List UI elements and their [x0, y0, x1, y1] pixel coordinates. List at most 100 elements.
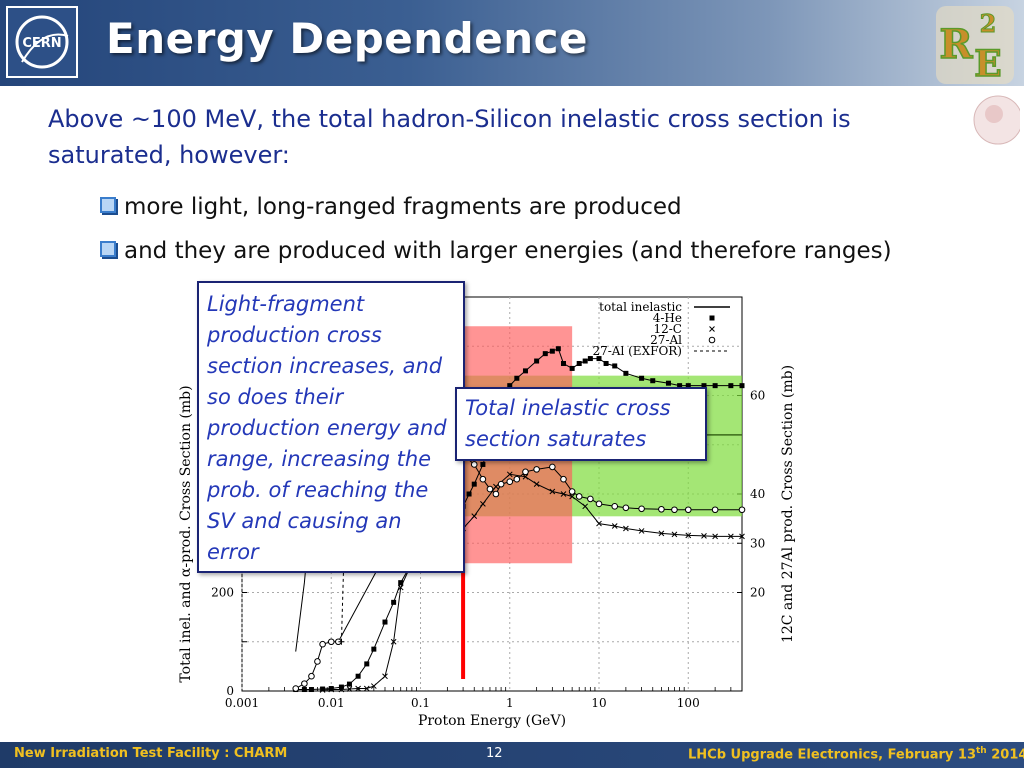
y-tick-label: 0	[226, 684, 234, 698]
x-tick-label: 0.1	[411, 696, 430, 710]
page-number: 12	[486, 746, 503, 761]
series-point	[522, 468, 529, 476]
series-point	[738, 506, 746, 514]
series-point	[308, 687, 314, 693]
series-point	[701, 533, 707, 539]
footer-right-date: LHCb Upgrade Electronics, February 13	[688, 747, 976, 763]
r2e-digit-2: 2	[980, 9, 997, 38]
page-title: Energy Dependence	[106, 14, 588, 63]
title-bar: CERN Energy Dependence	[0, 0, 1024, 86]
series-point	[575, 493, 583, 500]
series-point	[560, 475, 567, 483]
series-point	[364, 661, 370, 667]
series-point	[542, 351, 548, 357]
series-point	[301, 680, 308, 687]
series-point	[470, 461, 478, 468]
x-tick-label: 10	[591, 696, 606, 710]
x-tick-label: 1	[506, 696, 514, 710]
callout-fragment-production: Light-fragment production cross section …	[197, 281, 465, 573]
series-point	[534, 358, 540, 364]
legend-swatch	[709, 315, 715, 321]
legend-label: 4-He	[653, 311, 682, 325]
series-point	[623, 370, 629, 376]
y-right-tick-label: 30	[750, 536, 765, 550]
x-axis-label: Proton Energy (GeV)	[418, 713, 566, 729]
series-point	[507, 383, 513, 389]
series-point	[549, 348, 555, 354]
series-point	[684, 506, 692, 514]
series-point	[466, 491, 472, 497]
series-point	[582, 358, 588, 364]
series-point	[596, 520, 602, 527]
series-point	[549, 488, 556, 495]
y-tick-label: 200	[211, 586, 234, 600]
x-tick-label: 0.01	[318, 696, 345, 710]
series-point	[595, 500, 603, 508]
series-point	[658, 530, 665, 537]
series-point	[480, 500, 486, 507]
series-point	[658, 505, 665, 513]
series-point	[576, 360, 582, 366]
series-point	[533, 481, 540, 488]
series-point	[327, 638, 335, 646]
series-point	[314, 658, 321, 665]
series-point	[486, 485, 494, 493]
series-point	[650, 378, 656, 384]
series-point	[382, 673, 388, 680]
series-point	[533, 466, 540, 473]
bullet-text: and they are produced with larger energi…	[124, 238, 892, 264]
series-point	[301, 687, 307, 693]
series-point	[493, 483, 499, 490]
footer-right-year: 2014	[986, 747, 1024, 763]
cern-logo-graphic: CERN	[15, 15, 69, 69]
y-right-tick-label: 40	[750, 487, 765, 501]
series-point	[639, 375, 645, 381]
bullet-text: more light, long-ranged fragments are pr…	[124, 194, 682, 220]
footer-right: LHCb Upgrade Electronics, February 13th …	[688, 746, 1024, 762]
series-point	[596, 356, 602, 362]
series-point	[638, 528, 645, 534]
series-point	[701, 383, 707, 389]
legend-label: 27-Al (EXFOR)	[592, 344, 682, 358]
bullet-item: and they are produced with larger energi…	[100, 238, 892, 264]
series-point	[480, 461, 486, 467]
series-point	[338, 684, 344, 690]
series-point	[587, 495, 594, 503]
checkbox-bullet-icon	[100, 197, 116, 213]
series-point	[671, 506, 678, 514]
series-point	[612, 363, 618, 369]
series-point	[338, 686, 345, 693]
series-point	[727, 533, 734, 540]
series-point	[513, 475, 521, 483]
series-point	[677, 383, 683, 389]
series-point	[355, 685, 361, 692]
y-right-tick-label: 60	[750, 389, 765, 403]
checkbox-bullet-icon	[100, 241, 116, 257]
series-point	[328, 686, 335, 693]
series-point	[603, 360, 609, 366]
legend-swatch	[708, 336, 716, 344]
series-point	[623, 525, 629, 532]
y-right-axis-label: 12C and 27Al prod. Cross Section (mb)	[780, 365, 796, 643]
series-point	[346, 686, 353, 692]
series-point	[611, 503, 619, 510]
series-point	[390, 638, 397, 645]
series-point	[497, 480, 505, 488]
series-point	[569, 365, 575, 371]
series-point	[319, 687, 326, 693]
bullet-item: more light, long-ranged fragments are pr…	[100, 194, 682, 220]
x-tick-label: 0.001	[225, 696, 259, 710]
series-point	[739, 383, 745, 389]
series-point	[363, 685, 370, 692]
series-point	[292, 685, 300, 692]
y-right-tick-label: 20	[750, 586, 765, 600]
y-axis-label: Total inel. and α-prod. Cross Section (m…	[178, 385, 194, 682]
series-point	[522, 368, 528, 374]
x-tick-label: 100	[677, 696, 700, 710]
footer-left: New Irradiation Test Facility : CHARM	[14, 746, 288, 761]
legend-swatch	[709, 326, 715, 332]
r2e-letter-r: R	[939, 21, 973, 68]
series-point	[308, 672, 315, 680]
series-point	[391, 599, 397, 605]
footer-bar: New Irradiation Test Facility : CHARM 12…	[0, 742, 1024, 768]
